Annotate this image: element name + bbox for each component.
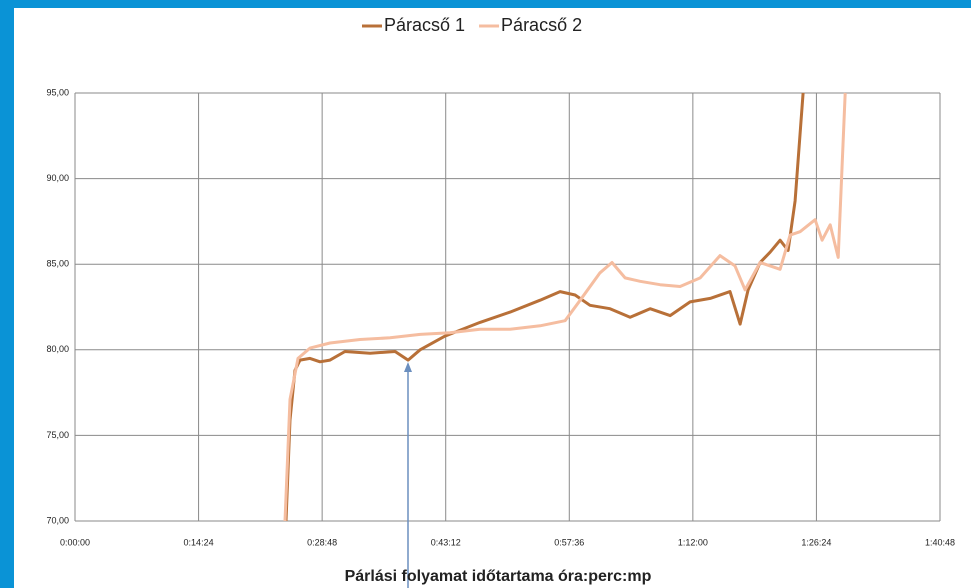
y-tick-label: 70,00 <box>46 515 69 525</box>
x-tick-label: 0:28:48 <box>307 537 337 547</box>
x-tick-label: 0:43:12 <box>431 537 461 547</box>
labels: 70,00 75,00 80,00 85,00 90,00 95,00 0:00:00 0:1… <box>46 15 955 548</box>
legend-label: Páracső 2 <box>501 15 582 35</box>
x-tick-label: 1:40:48 <box>925 537 955 547</box>
y-tick-label: 85,00 <box>46 259 69 269</box>
x-tick-label: 1:12:00 <box>678 537 708 547</box>
lines <box>283 92 847 522</box>
legend-label: Páracső 1 <box>384 15 465 35</box>
x-tick-label: 0:00:00 <box>60 537 90 547</box>
y-tick-label: 75,00 <box>46 430 69 440</box>
panel <box>14 8 971 588</box>
x-tick-label: 1:26:24 <box>801 537 831 547</box>
arrow-head <box>404 362 412 372</box>
x-tick-label: 0:14:24 <box>184 537 214 547</box>
y-tick-label: 80,00 <box>46 344 69 354</box>
x-tick-label: 0:57:36 <box>554 537 584 547</box>
grid <box>74 92 941 522</box>
y-tick-label: 90,00 <box>46 173 69 183</box>
y-tick-label: 95,00 <box>46 87 69 97</box>
x-axis-label: Párlási folyamat időtartama óra:perc:mp <box>345 568 652 585</box>
series-line <box>283 92 847 522</box>
